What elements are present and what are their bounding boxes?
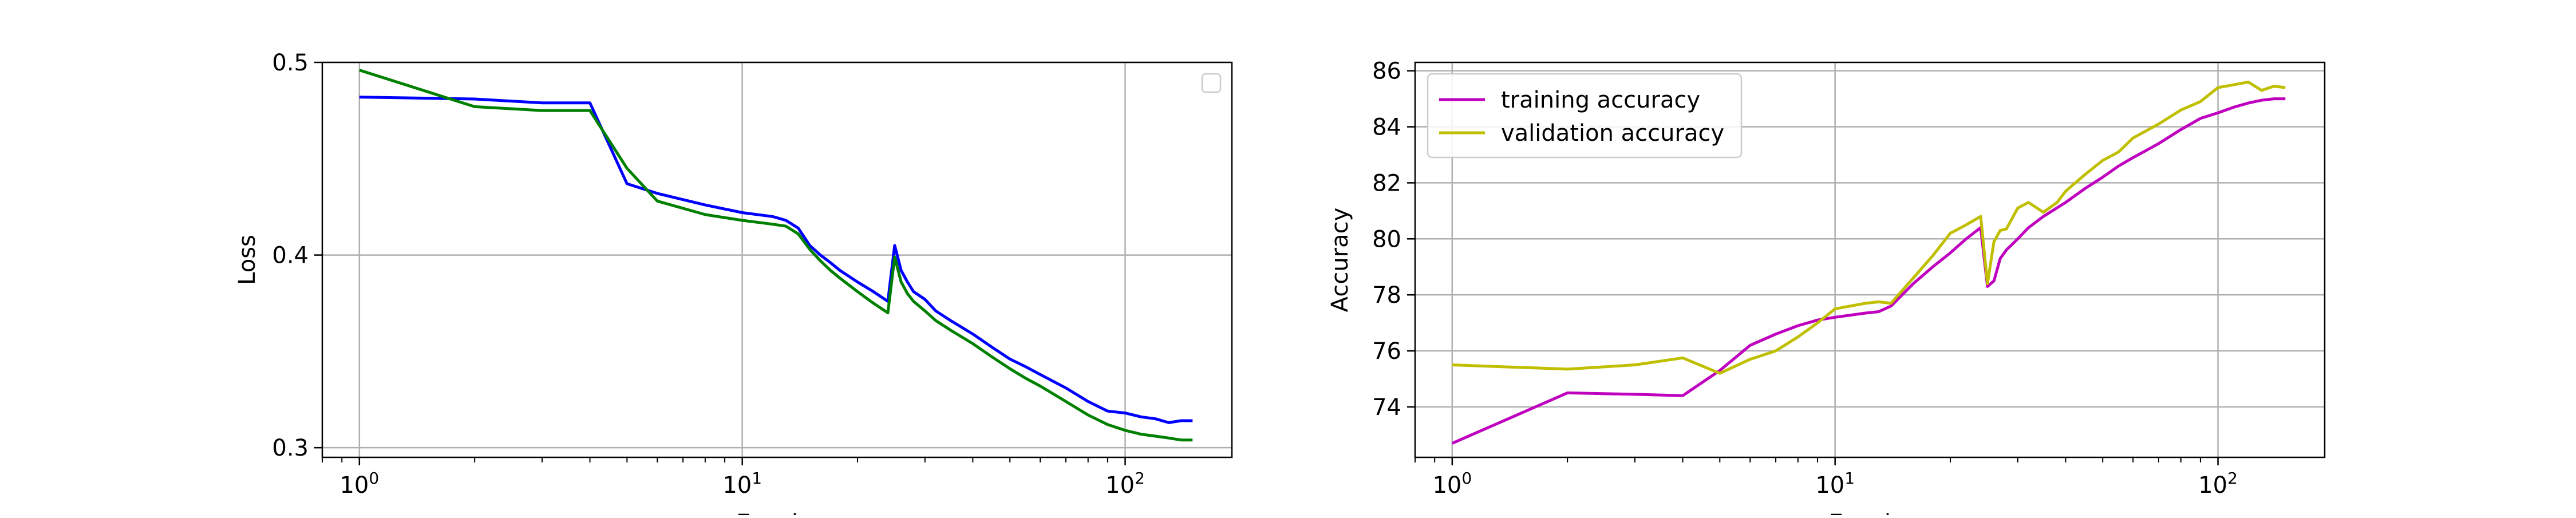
chart-1-y-tick-label-2: 0.5 bbox=[272, 50, 309, 76]
chart-1-x-tick-label-0: 100 bbox=[339, 469, 379, 499]
chart-2-y-tick-label-2: 78 bbox=[1372, 282, 1401, 309]
chart-1-y-axis-label: Loss bbox=[234, 235, 260, 285]
chart-2-y-tick-label-5: 84 bbox=[1372, 114, 1401, 141]
chart-2-series-line-2 bbox=[1452, 80, 2286, 375]
chart-1-legend-box bbox=[1201, 73, 1222, 93]
chart-1: 100 101 102 0.3 0.4 0.5 Loss Epochs bbox=[234, 50, 1233, 518]
chart-1-x-tick-label-2: 102 bbox=[1105, 469, 1145, 499]
chart-2-series-line-1 bbox=[1451, 97, 2286, 445]
chart-1-y-tick-label-1: 0.4 bbox=[272, 243, 309, 269]
chart-2-y-tick-label-4: 82 bbox=[1372, 170, 1401, 196]
chart-2-x-tick-label-1: 101 bbox=[1815, 469, 1855, 499]
chart-2-legend-label-2: validation accuracy bbox=[1501, 120, 1724, 147]
chart-2-x-tick-label-0: 100 bbox=[1432, 469, 1472, 499]
chart-1-x-axis-label: Epochs bbox=[736, 510, 818, 515]
chart-2-y-tick-label-1: 76 bbox=[1372, 338, 1401, 365]
chart-1-series-line-2 bbox=[359, 69, 1193, 442]
chart-2-x-axis-label: Epochs bbox=[1829, 510, 1911, 515]
chart-2-y-axis-label: Accuracy bbox=[1327, 208, 1353, 313]
chart-2-axes-frame bbox=[1414, 61, 2326, 458]
chart-2-legend-box bbox=[1427, 73, 1743, 159]
chart-2-x-tick-label-2: 102 bbox=[2198, 469, 2238, 499]
chart-1-x-tick-label-1: 101 bbox=[722, 469, 762, 499]
chart-2-y-tick-label-0: 74 bbox=[1372, 394, 1401, 421]
chart-1-series-line-1 bbox=[359, 96, 1193, 424]
chart-2-y-tick-label-6: 86 bbox=[1372, 58, 1401, 85]
chart-1-axes-frame bbox=[321, 61, 1233, 458]
chart-2-legend-label-1: training accuracy bbox=[1501, 87, 1700, 113]
chart-2: 100 101 102 74 76 78 80 82 84 86 Accuracy Epochs tra… bbox=[1327, 58, 2326, 518]
chart-2-y-tick-label-3: 80 bbox=[1372, 226, 1401, 252]
chart-1-y-tick-label-0: 0.3 bbox=[272, 435, 309, 461]
